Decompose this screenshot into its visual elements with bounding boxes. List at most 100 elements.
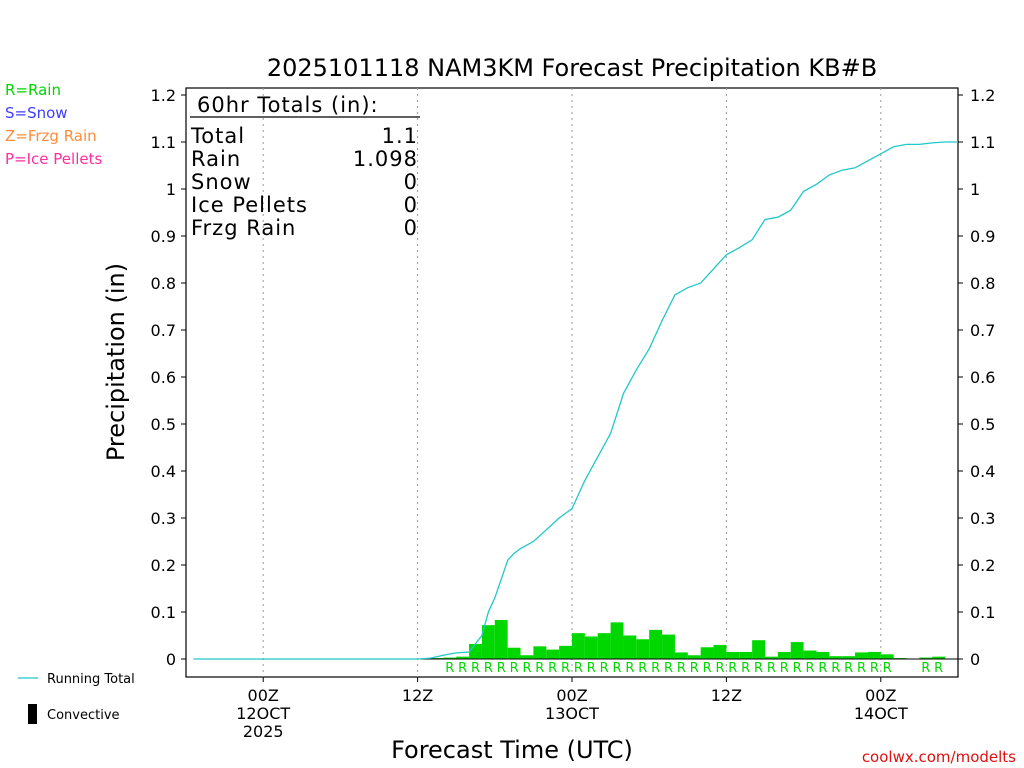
precip-type-letter: R [574,661,583,676]
precip-type-letter: R [767,661,776,676]
x-tick-date: 13OCT [545,704,599,723]
x-tick-date: 12OCT [236,704,290,723]
precip-type-letter: R [510,661,519,676]
hourly-precip-bar [623,635,637,659]
precip-type-letter: R [793,661,802,676]
y-tick-label-right: 0.7 [970,321,995,340]
precip-type-letter: R [522,661,531,676]
hourly-precip-bar [546,649,560,659]
totals-row-value: 0 [404,216,418,240]
y-tick-label-right: 1 [970,180,980,199]
hourly-precip-bar [610,622,624,659]
hourly-precip-bar [803,650,817,659]
legend-running-total: Running Total [47,672,135,687]
x-tick-date: 14OCT [854,704,908,723]
y-tick-label: 1.2 [151,86,176,105]
hourly-precip-bar [533,646,547,659]
precip-type-letter: R [780,661,789,676]
precip-type-letter: R [497,661,506,676]
y-tick-label: 0.1 [151,603,176,622]
y-tick-label-right: 0.4 [970,462,995,481]
precip-type-letter: R [561,661,570,676]
totals-row-value: 1.098 [353,147,418,171]
hourly-precip-bar [674,652,688,659]
hourly-precip-bar [829,656,843,659]
precip-type-letter: R [857,661,866,676]
y-tick-label: 0.9 [151,227,176,246]
y-tick-label: 1 [166,180,176,199]
legend-frzg: Z=Frzg Rain [5,127,97,145]
precip-type-letter: R [484,661,493,676]
precip-type-letter: R [613,661,622,676]
legend-snow: S=Snow [5,104,68,122]
y-tick-label: 1.1 [151,133,176,152]
hourly-precip-bar [713,644,727,659]
totals-row-label: Frzg Rain [191,216,296,240]
precip-type-letter: R [677,661,686,676]
y-tick-label: 0.6 [151,368,176,387]
hourly-precip-bar [816,651,830,659]
precip-type-letter: R [831,661,840,676]
totals-row-value: 0 [404,193,418,217]
x-tick-label: 12Z [402,686,433,705]
hourly-precip-bar [687,655,701,659]
precip-type-letter: R [921,661,930,676]
hourly-precip-bar [752,640,765,659]
hourly-precip-bar [726,651,740,659]
y-tick-label-right: 1.1 [970,133,995,152]
precip-type-letter: R [844,661,853,676]
totals-row-value: 1.1 [382,124,418,148]
x-tick-label: 12Z [711,686,742,705]
legend-convective: Convective [47,708,120,723]
convective-legend-swatch [28,704,37,724]
hourly-precip-bar [494,619,508,659]
y-tick-label-right: 0.6 [970,368,995,387]
y-tick-label-right: 0.2 [970,556,995,575]
precip-type-letter: R [741,661,750,676]
hourly-precip-bar [572,633,585,659]
precip-type-letter: R [535,661,544,676]
hourly-precip-bar [932,656,946,659]
hourly-precip-bar [649,629,663,659]
hourly-precip-bar [481,625,495,659]
precip-type-letter: R [690,661,699,676]
y-tick-label-right: 1.2 [970,86,995,105]
precip-type-letter: R [818,661,827,676]
y-tick-label-right: 0 [970,650,980,669]
hourly-precip-bar [662,634,675,659]
y-tick-label: 0.4 [151,462,176,481]
hourly-precip-bar [739,651,753,659]
hourly-precip-bar [700,647,714,659]
hourly-precip-bar [880,654,894,659]
y-tick-label-right: 0.3 [970,509,995,528]
precip-type-letter: R [625,661,634,676]
totals-row-label: Total [190,124,245,148]
totals-row-label: Snow [191,170,252,194]
y-tick-label-right: 0.5 [970,415,995,434]
precip-type-letter: R [754,661,763,676]
precip-type-letter: R [870,661,879,676]
precip-type-letter: R [664,661,673,676]
precip-type-letter: R [806,661,815,676]
x-tick-label: 00Z [556,686,587,705]
hourly-precip-bar [443,657,457,659]
hourly-precip-bar [584,636,598,659]
hourly-precip-bar [855,652,868,659]
hourly-precip-bar [559,645,572,659]
totals-header: 60hr Totals (in): [197,93,379,117]
hourly-precip-bar [469,643,482,659]
totals-row-label: Rain [191,147,241,171]
precip-type-letter: R [934,661,943,676]
precip-type-letter: R [728,661,737,676]
legend-rain: R=Rain [5,81,61,99]
totals-row-label: Ice Pellets [191,193,308,217]
precip-type-letter: R [883,661,892,676]
watermark: coolwx.com/modelts [862,748,1016,766]
legend-ice: P=Ice Pellets [5,150,102,168]
chart-title: 2025101118 NAM3KM Forecast Precipitation… [267,54,877,82]
hourly-precip-bar [790,642,804,659]
y-tick-label: 0 [166,650,176,669]
precip-type-letter: R [638,661,647,676]
hourly-precip-bar [867,651,881,659]
y-tick-label-right: 0.1 [970,603,995,622]
